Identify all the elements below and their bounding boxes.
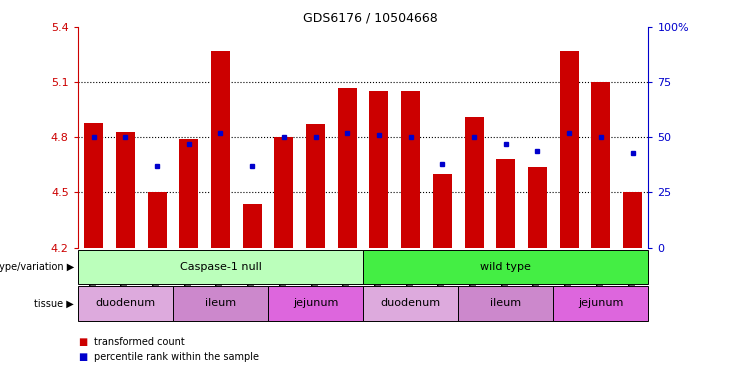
Bar [401, 91, 420, 248]
Bar [496, 159, 515, 248]
Text: duodenum: duodenum [381, 298, 441, 308]
Text: tissue ▶: tissue ▶ [34, 298, 74, 308]
Bar [116, 132, 135, 248]
Text: duodenum: duodenum [96, 298, 156, 308]
Text: GDS6176 / 10504668: GDS6176 / 10504668 [303, 12, 438, 25]
Bar [147, 192, 167, 248]
Bar [306, 124, 325, 248]
Bar [370, 91, 388, 248]
Bar [84, 122, 103, 248]
Text: Caspase-1 null: Caspase-1 null [179, 262, 262, 272]
Text: jejunum: jejunum [578, 298, 623, 308]
Text: ■: ■ [78, 337, 87, 347]
Bar [591, 82, 611, 248]
Text: wild type: wild type [480, 262, 531, 272]
Text: transformed count: transformed count [94, 337, 185, 347]
Bar [465, 117, 484, 248]
Text: jejunum: jejunum [293, 298, 338, 308]
Bar [274, 137, 293, 248]
Bar [211, 51, 230, 248]
Text: ■: ■ [78, 352, 87, 362]
Bar [623, 192, 642, 248]
Text: ileum: ileum [490, 298, 522, 308]
Text: percentile rank within the sample: percentile rank within the sample [94, 352, 259, 362]
Text: ileum: ileum [205, 298, 236, 308]
Bar [179, 139, 199, 248]
Bar [559, 51, 579, 248]
Bar [528, 167, 547, 248]
Text: genotype/variation ▶: genotype/variation ▶ [0, 262, 74, 272]
Bar [242, 204, 262, 248]
Bar [338, 88, 356, 248]
Bar [433, 174, 452, 248]
